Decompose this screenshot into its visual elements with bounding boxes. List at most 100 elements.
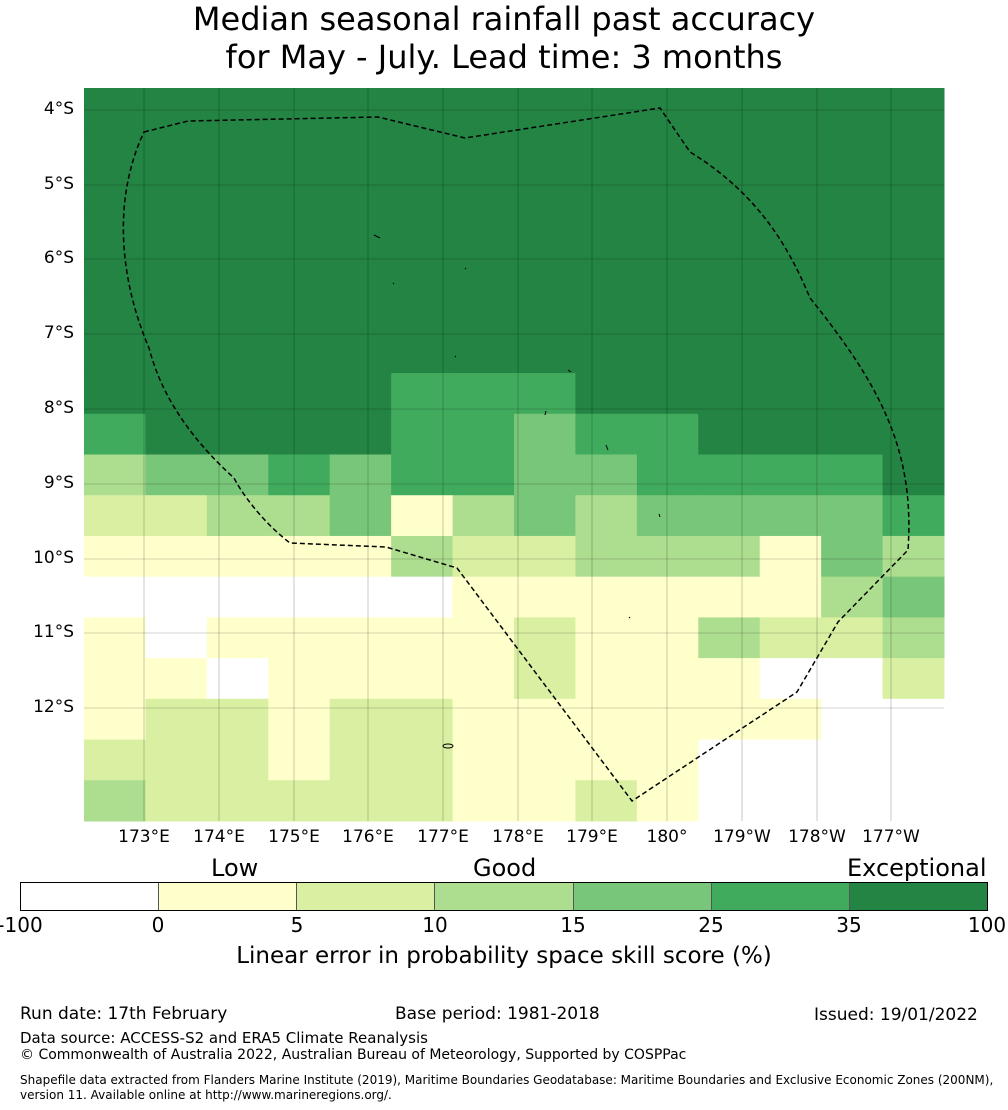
grid-cell <box>452 780 515 822</box>
grid-cell <box>391 250 454 293</box>
grid-cell <box>268 658 331 700</box>
grid-cell <box>575 128 638 170</box>
colorbar-segment <box>297 883 436 910</box>
grid-cell <box>268 739 331 781</box>
grid-cell <box>575 250 638 293</box>
grid-cell <box>452 535 515 578</box>
grid-cell <box>514 250 576 293</box>
grid-cell <box>329 373 392 415</box>
grid-cell <box>882 291 945 333</box>
grid-cell <box>882 169 945 211</box>
grid-cell <box>145 617 208 659</box>
grid-cell <box>268 88 331 130</box>
grid-cell <box>206 210 269 252</box>
colorbar-tick: 10 <box>422 913 448 937</box>
grid-cell <box>145 210 208 252</box>
grid-cell <box>636 332 699 374</box>
colorbar-tick: -100 <box>0 913 43 937</box>
grid-cell <box>268 169 331 211</box>
grid-cell <box>84 495 146 537</box>
grid-cell <box>821 332 884 374</box>
colorbar-tick: 100 <box>967 913 1007 937</box>
grid-cell <box>759 658 822 700</box>
grid-cell <box>636 780 699 822</box>
grid-cell <box>329 210 392 252</box>
grid-cell <box>821 617 884 659</box>
grid-cell <box>268 291 331 333</box>
colorbar-segment <box>849 883 987 910</box>
grid-cell <box>759 88 822 130</box>
lon-label: 177°W <box>862 827 920 847</box>
grid-cell <box>84 454 146 496</box>
grid-cell <box>329 88 392 130</box>
grid-cell <box>636 413 699 455</box>
grid-cell <box>391 413 454 455</box>
grid-cell <box>821 373 884 415</box>
grid-cell <box>206 373 269 415</box>
grid-cell <box>452 617 515 659</box>
grid-cell <box>575 495 638 537</box>
grid-cell <box>575 658 638 700</box>
grid-cell <box>575 535 638 578</box>
grid-cell <box>206 291 269 333</box>
grid-cell <box>636 576 699 618</box>
grid-cell <box>882 373 945 415</box>
grid-cell <box>145 780 208 822</box>
grid-cell <box>329 413 392 455</box>
grid-cell <box>636 698 699 741</box>
grid-cell <box>759 698 822 741</box>
grid-cell <box>882 739 945 781</box>
grid-cell <box>206 495 269 537</box>
grid-cell <box>329 128 392 170</box>
grid-cell <box>268 250 331 293</box>
grid-cell <box>575 169 638 211</box>
grid-cell <box>145 128 208 170</box>
grid-cell <box>145 698 208 741</box>
grid-cell <box>391 698 454 741</box>
lat-label: 8°S <box>43 398 74 418</box>
colorbar-segment <box>573 883 712 910</box>
grid-cell <box>636 210 699 252</box>
grid-cell <box>882 332 945 374</box>
grid-cell <box>514 780 576 822</box>
grid-cell <box>759 617 822 659</box>
grid-cell <box>206 128 269 170</box>
grid-cell <box>759 454 822 496</box>
colorbar-segment <box>21 883 160 910</box>
grid-cell <box>329 617 392 659</box>
grid-cell <box>206 617 269 659</box>
grid-cell <box>882 454 945 496</box>
lat-label: 10°S <box>33 548 74 568</box>
grid-cell <box>882 250 945 293</box>
grid-cell <box>759 495 822 537</box>
shapefile-credit-line1: Shapefile data extracted from Flanders M… <box>20 1073 994 1087</box>
grid-cell <box>514 698 576 741</box>
grid-cell <box>636 250 699 293</box>
grid-cell <box>636 88 699 130</box>
lat-label: 11°S <box>33 622 74 642</box>
grid-cell <box>268 495 331 537</box>
grid-cell <box>206 169 269 211</box>
grid-cell <box>759 780 822 822</box>
grid-cell <box>821 291 884 333</box>
grid-cell <box>636 739 699 781</box>
lon-label: 178°E <box>492 827 544 847</box>
run-date: Run date: 17th February <box>20 1004 228 1024</box>
map-title-line2: for May - July. Lead time: 3 months <box>225 38 783 76</box>
grid-cell <box>698 128 761 170</box>
grid-cell <box>391 291 454 333</box>
issued-date: Issued: 19/01/2022 <box>814 1005 978 1025</box>
legend-category-exceptional: Exceptional <box>847 854 987 882</box>
grid-cell <box>698 413 761 455</box>
grid-cell <box>636 128 699 170</box>
grid-cell <box>268 454 331 496</box>
grid-cell <box>206 250 269 293</box>
lon-label: 179°W <box>713 827 771 847</box>
grid-cell <box>206 698 269 741</box>
grid-cell <box>391 454 454 496</box>
grid-cell <box>391 210 454 252</box>
copyright: © Commonwealth of Australia 2022, Austra… <box>20 1047 687 1063</box>
grid-cell <box>268 617 331 659</box>
lat-label: 12°S <box>33 697 74 717</box>
grid-cell <box>145 495 208 537</box>
